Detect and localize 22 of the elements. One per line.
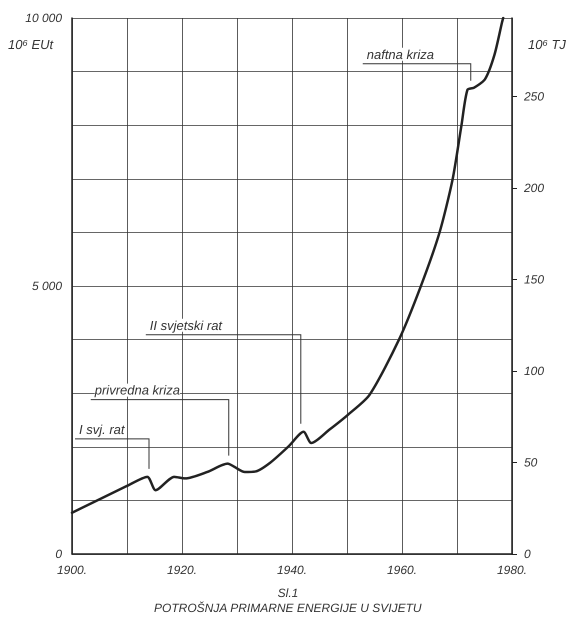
- annotation: naftna kriza: [366, 46, 434, 62]
- y2-tick-label: 150: [524, 272, 544, 287]
- text: POTROŠNJA PRIMARNE ENERGIJE U SVIJETU: [154, 601, 422, 615]
- annotation: I svj. rat: [79, 422, 126, 437]
- y-tick-label: 10 000: [25, 11, 62, 25]
- x-tick-label: 1900.: [56, 563, 88, 577]
- x-tick-label: 1940.: [276, 563, 308, 577]
- x-tick-label: 1980.: [496, 563, 528, 577]
- y2-tick-label: 0: [524, 547, 531, 561]
- y2-axis-title: 10⁶ TJ: [528, 37, 566, 52]
- y2-tick-label: 50: [524, 456, 538, 470]
- y-tick-label: 5 000: [32, 279, 62, 293]
- x-tick-label: 1960.: [386, 563, 418, 577]
- y2-tick-label: 200: [523, 181, 544, 196]
- text: Sl.1: [278, 586, 298, 600]
- annotation: II svjetski rat: [150, 318, 224, 333]
- y-axis-title: 10⁶ EUt: [8, 37, 55, 52]
- annotation: privredna kriza: [94, 382, 180, 398]
- x-tick-label: 1920.: [166, 563, 198, 577]
- y-tick-label: 0: [55, 547, 62, 561]
- y2-tick-label: 250: [523, 90, 544, 104]
- y2-tick-label: 100: [524, 364, 544, 378]
